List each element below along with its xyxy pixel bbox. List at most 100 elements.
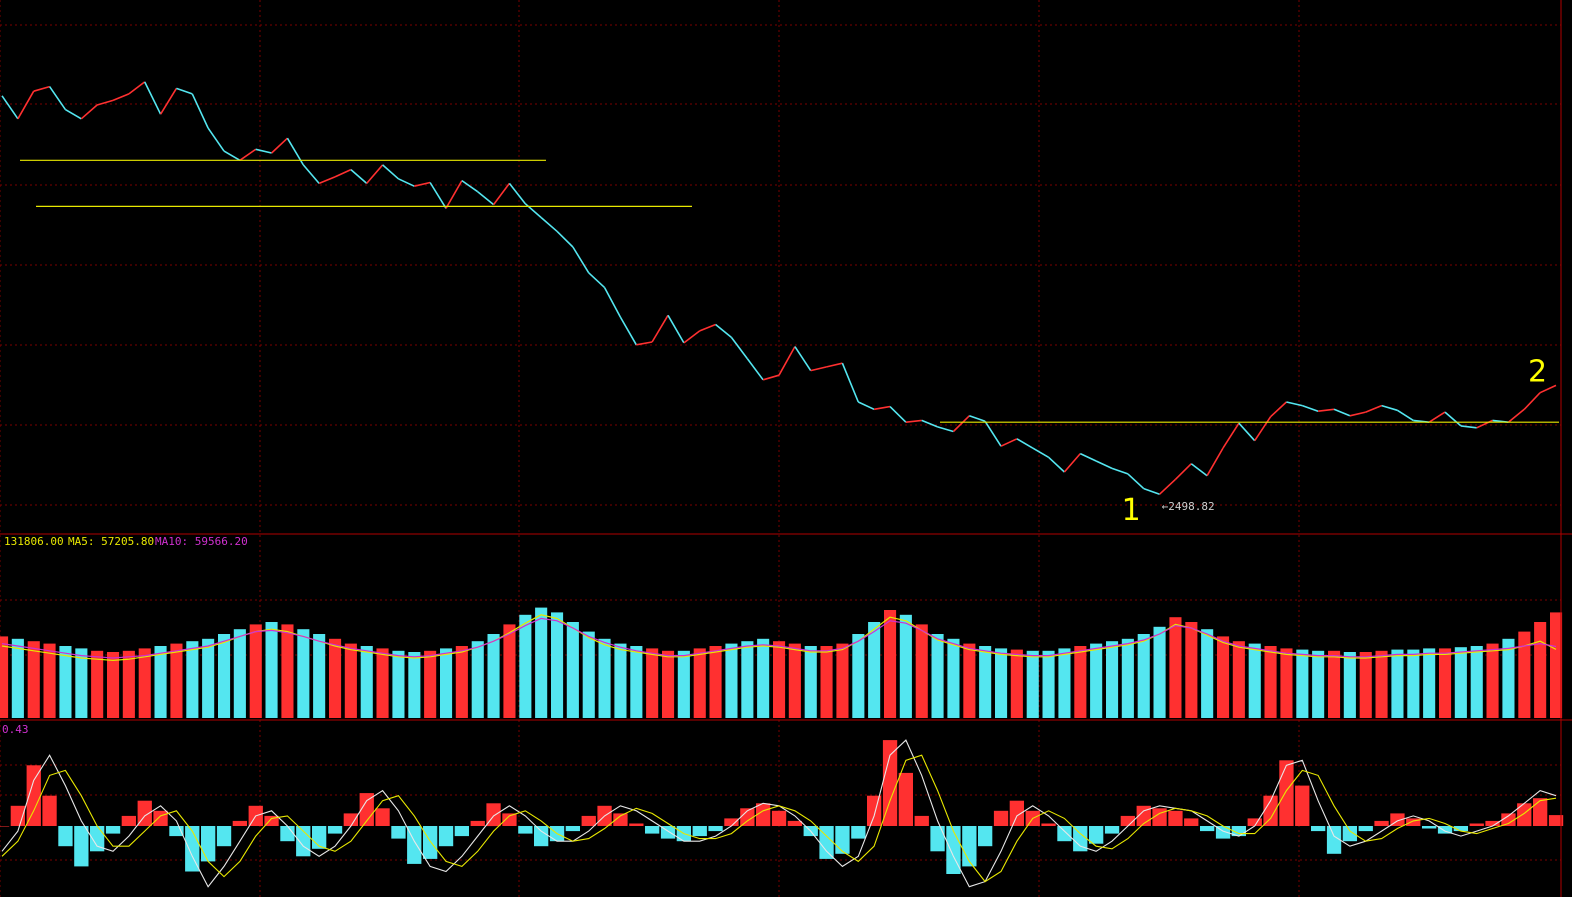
- macd-bar-79: [1247, 818, 1262, 826]
- volume-bar-77: [1217, 636, 1230, 718]
- macd-bar-22: [343, 813, 358, 826]
- price-segment-66: [1032, 447, 1050, 458]
- price-segment-5: [64, 108, 82, 120]
- volume-bar-80: [1264, 646, 1277, 718]
- volume-bar-32: [503, 624, 516, 718]
- macd-bar-97: [1533, 798, 1548, 826]
- macd-bar-74: [1168, 810, 1183, 826]
- volume-bars: [0, 607, 1563, 718]
- volume-bar-29: [455, 646, 468, 718]
- macd-bar-21: [327, 826, 343, 834]
- macd-bar-83: [1311, 826, 1326, 832]
- volume-bar-1: [11, 638, 24, 718]
- macd-bar-64: [1009, 800, 1024, 826]
- price-segment-13: [191, 93, 209, 129]
- price-segment-29: [445, 180, 463, 209]
- volume-bar-11: [170, 643, 183, 718]
- macd-bar-5: [74, 826, 89, 867]
- price-segment-1: [1, 95, 19, 120]
- volume-bar-10: [154, 646, 167, 718]
- macd-bar-78: [1231, 826, 1246, 837]
- volume-bar-26: [408, 652, 421, 718]
- volume-ma10-readout: MA10: 59566.20: [155, 535, 248, 548]
- price-segment-24: [366, 164, 384, 184]
- macd-bar-68: [1073, 826, 1088, 852]
- volume-bar-56: [884, 610, 897, 718]
- volume-bar-89: [1407, 649, 1420, 718]
- price-segment-92: [1444, 411, 1462, 427]
- price-segment-67: [1048, 456, 1065, 473]
- macd-bar-32: [502, 813, 517, 826]
- macd-bar-40: [629, 823, 644, 826]
- macd-bar-20: [312, 826, 327, 849]
- macd-bar-7: [105, 826, 121, 834]
- price-segment-68: [1063, 453, 1081, 473]
- macd-bar-45: [708, 826, 723, 832]
- price-segment-77: [1206, 447, 1224, 477]
- volume-bar-85: [1343, 652, 1356, 718]
- volume-bar-70: [1106, 641, 1119, 718]
- price-segment-81: [1270, 401, 1287, 418]
- volume-bar-68: [1074, 646, 1087, 718]
- volume-bar-7: [107, 652, 120, 718]
- volume-bar-84: [1328, 650, 1341, 718]
- price-segment-71: [1111, 467, 1129, 475]
- macd-bar-90: [1422, 826, 1437, 829]
- volume-bar-51: [804, 646, 817, 718]
- price-segment-12: [176, 87, 193, 95]
- volume-bar-74: [1169, 617, 1182, 718]
- macd-histogram: [0, 740, 1564, 874]
- volume-bar-35: [551, 612, 564, 718]
- volume-bar-16: [249, 624, 262, 718]
- volume-bar-22: [344, 643, 357, 718]
- volume-bar-94: [1486, 643, 1499, 718]
- price-segment-53: [826, 362, 843, 368]
- macd-bar-8: [121, 815, 136, 826]
- volume-ma10-line: [1, 617, 1557, 659]
- volume-bar-49: [773, 641, 786, 718]
- price-segment-31: [477, 191, 495, 206]
- volume-bar-17: [265, 622, 278, 718]
- price-panel[interactable]: ←2498.82 1 2: [1, 81, 1559, 528]
- volume-bar-38: [598, 638, 611, 718]
- price-segment-70: [1095, 460, 1113, 470]
- macd-bar-63: [993, 810, 1009, 826]
- price-segment-84: [1318, 408, 1335, 412]
- macd-bar-18: [280, 826, 295, 842]
- volume-bar-39: [614, 643, 627, 718]
- low-price-label: ←2498.82: [1162, 500, 1215, 513]
- price-segment-30: [461, 179, 479, 193]
- volume-bar-66: [1042, 650, 1055, 718]
- volume-bar-86: [1359, 652, 1372, 718]
- price-segment-62: [969, 415, 986, 423]
- volume-bar-58: [915, 624, 928, 718]
- price-segment-22: [334, 168, 352, 178]
- volume-bar-95: [1502, 638, 1515, 718]
- price-segment-49: [762, 374, 780, 381]
- macd-bar-26: [407, 826, 422, 864]
- volume-panel[interactable]: 131806.00 MA5: 57205.80 MA10: 59566.20: [0, 533, 1572, 718]
- macd-panel[interactable]: 0.43: [0, 719, 1572, 888]
- volume-bar-96: [1518, 631, 1531, 718]
- macd-bar-53: [835, 826, 850, 854]
- price-segment-32: [492, 182, 511, 206]
- macd-bar-98: [1548, 815, 1564, 826]
- macd-bar-4: [58, 826, 73, 847]
- price-segment-7: [96, 99, 114, 106]
- volume-bar-48: [757, 638, 770, 718]
- price-segment-9: [128, 81, 146, 95]
- price-segment-27: [414, 181, 431, 187]
- volume-bar-65: [1026, 650, 1039, 718]
- price-segment-88: [1381, 404, 1398, 412]
- price-segment-18: [271, 137, 288, 154]
- volume-bar-20: [313, 634, 326, 718]
- price-segment-36: [556, 230, 574, 248]
- macd-bar-47: [740, 808, 755, 826]
- macd-bar-30: [470, 820, 485, 826]
- volume-bar-75: [1185, 622, 1198, 718]
- price-segment-45: [699, 323, 716, 332]
- price-segment-64: [1000, 438, 1018, 447]
- macd-bar-87: [1374, 820, 1389, 826]
